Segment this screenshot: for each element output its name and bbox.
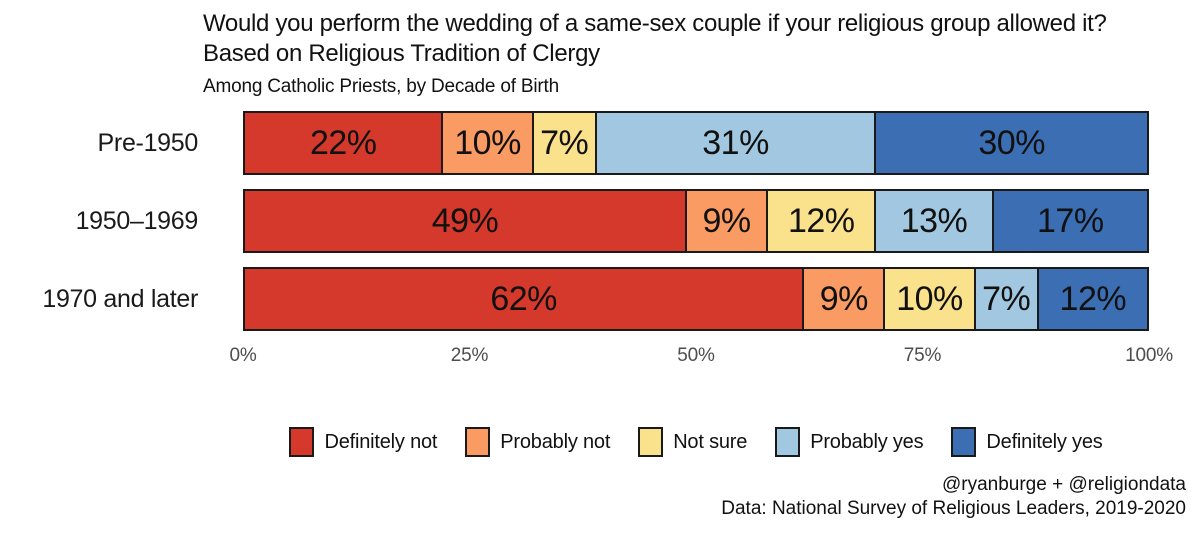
legend-swatch — [775, 427, 801, 457]
category-label: 1950–1969 — [75, 206, 199, 235]
legend: Definitely not Probably not Not sure Probab… — [243, 427, 1149, 457]
segment-value-label: 7% — [540, 123, 589, 162]
chart-header: Would you perform the wedding of a same-… — [0, 0, 1200, 98]
credits: @ryanburge + @religiondata Data: Nationa… — [0, 473, 1200, 521]
bar-segment-not-sure: 10% — [885, 269, 976, 329]
segment-value-label: 12% — [1059, 279, 1127, 318]
bar-segment-definitely-not: 62% — [245, 269, 805, 329]
segment-value-label: 30% — [978, 123, 1045, 162]
stacked-bar: 22% 10% 7% 31% 30% — [243, 111, 1149, 175]
segment-value-label: 22% — [309, 123, 377, 162]
bar-segment-probably-yes: 13% — [876, 191, 994, 251]
x-tick-label: 50% — [677, 345, 715, 366]
legend-label: Definitely yes — [986, 430, 1103, 453]
stacked-bar: 49% 9% 12% 13% 17% — [243, 189, 1149, 253]
segment-value-label: 62% — [490, 279, 557, 318]
segment-value-label: 49% — [431, 201, 499, 240]
x-tick-label: 100% — [1125, 345, 1173, 366]
x-tick-label: 25% — [450, 345, 489, 366]
x-tick-label: 0% — [229, 345, 257, 366]
bar-segment-definitely-not: 22% — [245, 113, 444, 173]
credit-source: Data: National Survey of Religious Leade… — [721, 498, 1186, 519]
legend-item-probably-yes: Probably yes — [775, 427, 924, 457]
chart-title-line2: Based on Religious Tradition of Clergy — [203, 40, 600, 67]
bar-row-1950–1969: 1950–1969 49% 9% 12% 13% 17% — [0, 189, 1200, 253]
chart-subtitle: Among Catholic Priests, by Decade of Bir… — [203, 76, 559, 97]
legend-swatch — [951, 427, 977, 457]
legend-item-definitely-not: Definitely not — [289, 427, 437, 457]
segment-value-label: 9% — [819, 279, 869, 318]
segment-value-label: 7% — [982, 279, 1031, 318]
segment-value-label: 9% — [702, 201, 751, 240]
bar-segment-probably-not: 10% — [443, 113, 534, 173]
x-tick-label: 75% — [903, 345, 942, 366]
segment-value-label: 12% — [787, 201, 855, 240]
segment-value-label: 17% — [1037, 201, 1104, 240]
credit-authors: @ryanburge + @religiondata — [941, 474, 1186, 495]
bar-row-pre-1950: Pre-1950 22% 10% 7% 31% 30% — [0, 111, 1200, 175]
bar-segment-definitely-yes: 17% — [993, 191, 1147, 251]
chart-title-line1: Would you perform the wedding of a same-… — [203, 10, 1107, 37]
legend-swatch — [289, 427, 315, 457]
x-axis-ticks: 0% 25% 50% 75% 100% — [229, 345, 1173, 369]
legend-label: Definitely not — [324, 430, 438, 453]
segment-value-label: 10% — [896, 279, 963, 318]
category-label: 1970 and later — [42, 284, 198, 313]
bar-segment-definitely-yes: 30% — [876, 113, 1147, 173]
legend-item-not-sure: Not sure — [638, 427, 747, 457]
legend-swatch — [638, 427, 664, 457]
legend-item-definitely-yes: Definitely yes — [951, 427, 1103, 457]
legend-swatch — [465, 427, 491, 457]
bar-segment-definitely-not: 49% — [245, 191, 687, 251]
bar-segment-not-sure: 12% — [768, 191, 877, 251]
legend-label: Probably yes — [810, 430, 924, 453]
segment-value-label: 13% — [900, 201, 968, 240]
segment-value-label: 31% — [702, 123, 769, 162]
legend-label: Probably not — [500, 430, 611, 453]
bar-rows: Pre-1950 22% 10% 7% 31% 30% 1950–1969 49% 9% 12% 1… — [0, 111, 1200, 331]
bar-segment-probably-yes: 31% — [596, 113, 877, 173]
legend-item-probably-not: Probably not — [465, 427, 610, 457]
bar-segment-definitely-yes: 12% — [1038, 269, 1147, 329]
bar-segment-probably-not: 9% — [804, 269, 886, 329]
category-label: Pre-1950 — [97, 128, 199, 157]
bar-segment-not-sure: 7% — [533, 113, 597, 173]
segment-value-label: 10% — [454, 123, 521, 162]
bar-segment-probably-not: 9% — [686, 191, 769, 251]
legend-label: Not sure — [673, 430, 748, 453]
bar-row-1970-and-later: 1970 and later 62% 9% 10% 7% 12% — [0, 267, 1200, 331]
stacked-bar: 62% 9% 10% 7% 12% — [243, 267, 1149, 331]
bar-segment-probably-yes: 7% — [975, 269, 1039, 329]
